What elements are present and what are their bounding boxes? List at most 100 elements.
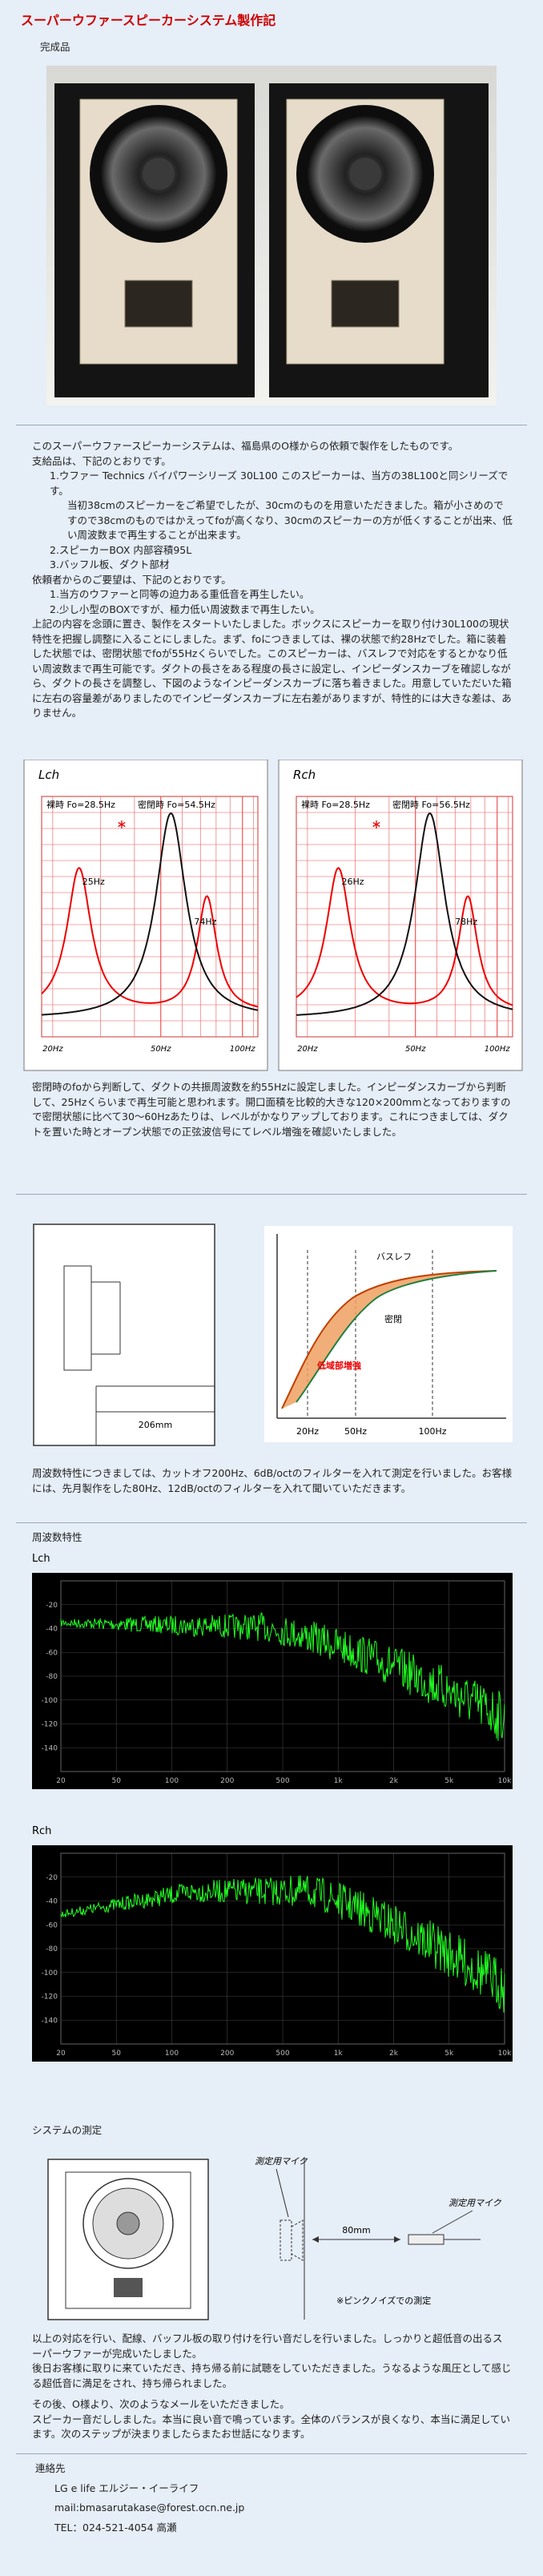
x-label: 20Hz — [42, 1045, 63, 1054]
channel-label: Lch — [32, 1553, 50, 1565]
x-label: 100 — [165, 1777, 179, 1785]
left-speaker — [54, 83, 255, 397]
sealed-fo-label: 密閉時 Fo=54.5Hz — [138, 799, 215, 810]
contact: 連絡先 LG e life エルジー・イーライフ mail:bmasarutak… — [35, 2461, 244, 2535]
intro: このスーパーウファースピーカーシステムは、福島県のO様からの依頼で製作をしたもの… — [32, 439, 513, 721]
impedance-charts: Lch 裸時 Fo=28.5Hz 密閉時 Fo=54.5Hz ∗ 25Hz 74Hz 20H… — [23, 760, 523, 1071]
x-label: 2k — [389, 1777, 399, 1785]
y-label: -60 — [46, 1649, 58, 1657]
contact-line: LG e life エルジー・イーライフ — [54, 2481, 199, 2494]
graph-background — [32, 1573, 513, 1789]
list-item: 2.少し小型のBOXですが、極力低い周波数まで再生したい。 — [50, 603, 320, 615]
paragraph: 上記の内容を念頭に置き、製作をスタートいたしました。ボックスにスピーカーを取り付… — [32, 618, 512, 719]
x-label: 20Hz — [296, 1426, 319, 1437]
bare-fo-label: 裸時 Fo=28.5Hz — [46, 799, 115, 810]
channel-label: Rch — [293, 768, 316, 782]
x-label: 50Hz — [151, 1045, 171, 1054]
y-label: -20 — [46, 1874, 58, 1882]
response-title: 周波数特性 — [32, 1531, 82, 1543]
reflex-curve — [296, 866, 513, 1006]
y-label: -120 — [42, 1993, 58, 2002]
separator — [16, 2453, 527, 2454]
x-label: 1k — [334, 1777, 344, 1785]
y-label: -140 — [42, 1744, 58, 1752]
right-speaker — [269, 83, 489, 397]
channel-label: Rch — [32, 1825, 51, 1837]
x-label: 50 — [112, 2050, 122, 2058]
x-label: 20 — [56, 1777, 66, 1785]
x-label: 100Hz — [418, 1426, 446, 1437]
contact-line: mail:bmasarutakase@forest.ocn.ne.jp — [54, 2501, 245, 2514]
mic-label: 測定用マイク — [255, 2156, 308, 2167]
boost-label: 低域部増強 — [316, 1360, 361, 1371]
photo-caption: 完成品 — [40, 41, 70, 53]
reflex-curve — [41, 867, 259, 1008]
peak-low-label: 26Hz — [341, 877, 364, 887]
paragraph: このスーパーウファースピーカーシステムは、福島県のO様からの依頼で製作をしたもの… — [32, 440, 459, 452]
paragraph: スピーカー音だししました。本当に良い音で鳴っています。全体のバランスが良くなり、… — [32, 2413, 511, 2441]
list-item: 2.スピーカーBOX 内部容積95L — [50, 543, 192, 556]
y-label: -100 — [42, 1969, 58, 1977]
peak-low-label: 25Hz — [82, 877, 105, 887]
plot-frame — [60, 1852, 505, 2045]
paragraph: 支給品は、下記のとおりです。 — [32, 454, 171, 467]
x-label: 10k — [498, 1777, 512, 1785]
paragraph: 依頼者からのご要望は、下記のとおりです。 — [32, 573, 231, 586]
x-label: 2k — [389, 2050, 399, 2058]
graph-background — [32, 1845, 513, 2062]
x-label: 500 — [276, 2050, 289, 2058]
sealed-curve — [42, 812, 259, 1016]
y-label: -40 — [46, 1898, 58, 1906]
y-label: -120 — [42, 1721, 58, 1729]
mic-label: 測定用マイク — [448, 2198, 502, 2208]
response-charts: Lch -20 -40 -60 -80 -100 -120 -140 20 50 100 200 500… — [32, 1553, 513, 2062]
marker: ∗ — [371, 816, 381, 832]
measurement-diagram: 測定用マイク 80mm 測定用マイク ※ピンクノイズでの測定 — [47, 2156, 502, 2320]
note: ※ピンクノイズでの測定 — [336, 2295, 431, 2306]
measurement-title: システムの測定 — [32, 2124, 103, 2136]
channel-label: Lch — [38, 768, 59, 782]
peak-high-label: 78Hz — [455, 917, 477, 927]
x-label: 50 — [112, 1777, 122, 1785]
page-title: スーパーウファースピーカーシステム製作記 — [21, 13, 276, 28]
y-label: -80 — [46, 1945, 58, 1953]
x-label: 1k — [334, 2050, 344, 2058]
paragraph: 以上の対応を行い、配線、バッフル板の取り付けを行い音だしを行いました。しっかりと… — [32, 2332, 503, 2360]
distance-label: 80mm — [342, 2225, 370, 2235]
separator — [16, 1522, 527, 1523]
separator — [16, 1194, 527, 1195]
x-label: 500 — [276, 1777, 289, 1785]
x-label: 20 — [56, 2050, 66, 2058]
speaker-photo — [46, 66, 497, 405]
x-label: 100Hz — [485, 1045, 511, 1054]
x-label: 200 — [220, 2050, 234, 2058]
x-label: 200 — [220, 1777, 234, 1785]
contact-line: TEL：024-521-4054 高瀬 — [54, 2521, 177, 2534]
duct-paragraph: 密閉時のfoから判断して、ダクトの共振周波数を約55Hzに設定しました。インピー… — [32, 1081, 511, 1138]
closing: 以上の対応を行い、配線、バッフル板の取り付けを行い音だしを行いました。しっかりと… — [32, 2332, 513, 2442]
x-label: 100 — [165, 2050, 179, 2058]
paragraph: その後、O様より、次のようなメールをいただきました。 — [32, 2398, 290, 2410]
x-label: 50Hz — [405, 1045, 426, 1054]
peak-high-label: 74Hz — [194, 917, 216, 927]
bare-fo-label: 裸時 Fo=28.5Hz — [301, 799, 370, 810]
y-label: -80 — [46, 1673, 58, 1681]
x-label: 5k — [444, 2050, 454, 2058]
sealed-curve — [296, 812, 513, 1016]
x-label: 50Hz — [344, 1426, 367, 1437]
y-label: -140 — [42, 2017, 58, 2025]
y-label: -100 — [42, 1697, 58, 1705]
y-label: -20 — [46, 1602, 58, 1610]
list-item: 3.バッフル板、ダクト部材 — [50, 558, 170, 570]
x-label: 100Hz — [230, 1045, 256, 1054]
dimension-label: 206mm — [139, 1420, 172, 1430]
list-item-detail: 当初38cmのスピーカーをご希望でしたが、30cmのものを用意いただきました。箱… — [67, 499, 513, 541]
x-label: 10k — [498, 2050, 512, 2058]
plot-area — [41, 796, 259, 1038]
marker: ∗ — [116, 816, 127, 832]
response-trace — [60, 1612, 505, 1741]
plot-frame — [60, 1580, 505, 1772]
sealed-label: 密閉 — [384, 1313, 402, 1324]
list-item: 1.ウファー Technics バイパワーシリーズ 30L100 このスピーカー… — [50, 470, 509, 497]
